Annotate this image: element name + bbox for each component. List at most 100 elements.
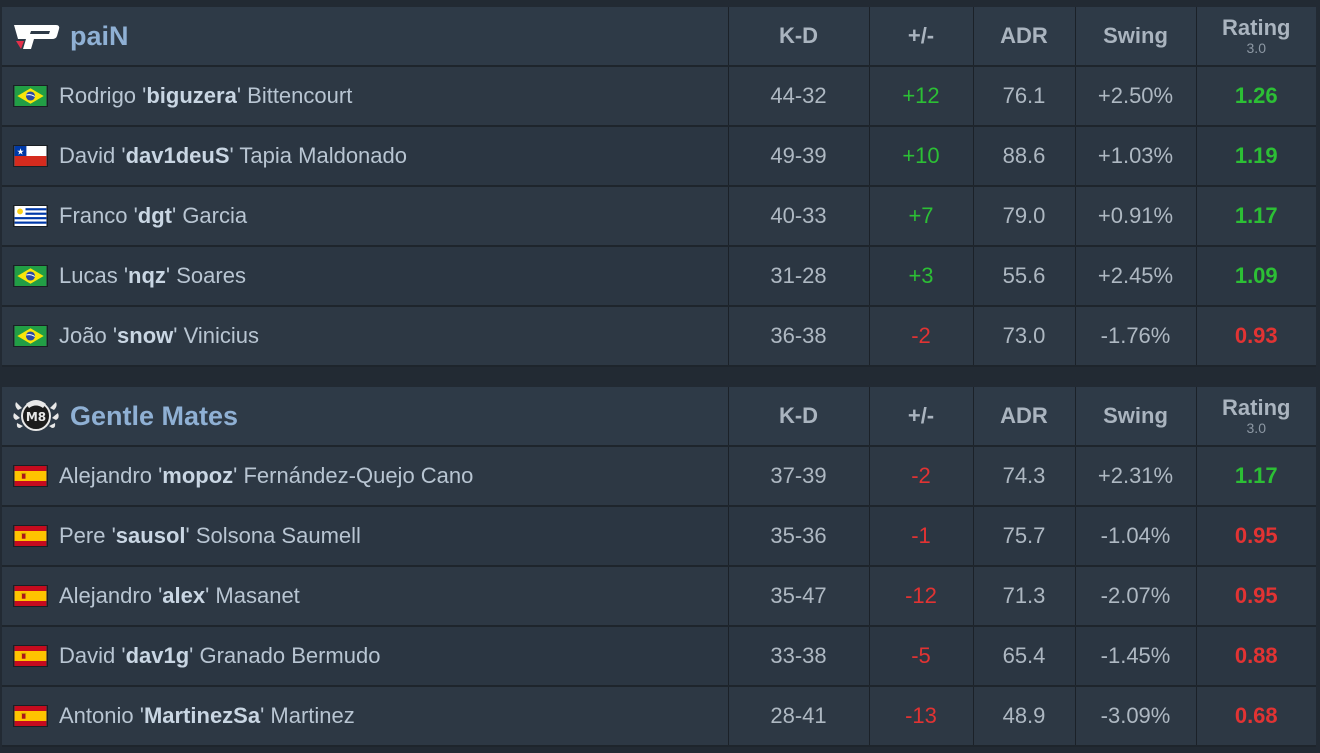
team-header: M8 Gentle Mates <box>2 387 729 447</box>
table-header-row: M8 Gentle Mates K-D +/- ADR Swing Rating… <box>2 387 1316 447</box>
player-name[interactable]: Pere 'sausol' Solsona Saumell <box>59 523 361 548</box>
player-plus-minus: -5 <box>869 626 974 687</box>
player-kd: 40-33 <box>728 186 870 247</box>
player-kd: 49-39 <box>728 126 870 187</box>
player-adr: 71.3 <box>973 566 1076 627</box>
player-swing: +0.91% <box>1075 186 1197 247</box>
svg-text:M8: M8 <box>26 410 46 424</box>
player-adr: 55.6 <box>973 246 1076 307</box>
gentle-mates-logo-icon[interactable]: M8 <box>12 396 64 436</box>
rating-version: 3.0 <box>1246 420 1266 436</box>
player-swing: -1.76% <box>1075 306 1197 367</box>
rating-version: 3.0 <box>1246 40 1266 56</box>
player-plus-minus: -2 <box>869 306 974 367</box>
team-stats-table: paiN K-D +/- ADR Swing Rating 3.0 Rodrig… <box>2 7 1316 367</box>
player-rating: 1.19 <box>1196 126 1316 187</box>
col-plus-minus-header[interactable]: +/- <box>869 7 974 67</box>
player-rating: 0.68 <box>1196 686 1316 747</box>
player-cell: Alejandro 'alex' Masanet <box>2 566 729 627</box>
player-row: David 'dav1g' Granado Bermudo 33-38 -5 6… <box>2 626 1316 687</box>
spain-flag-icon <box>13 465 48 487</box>
col-swing-header[interactable]: Swing <box>1075 7 1197 67</box>
player-adr: 75.7 <box>973 506 1076 567</box>
col-rating-header[interactable]: Rating 3.0 <box>1196 7 1316 67</box>
col-adr-header[interactable]: ADR <box>973 387 1076 447</box>
player-rating: 0.93 <box>1196 306 1316 367</box>
chile-flag-icon <box>13 145 48 167</box>
team-stats-table: M8 Gentle Mates K-D +/- ADR Swing Rating… <box>2 387 1316 747</box>
player-plus-minus: -2 <box>869 446 974 507</box>
player-kd: 35-47 <box>728 566 870 627</box>
player-plus-minus: +12 <box>869 66 974 127</box>
player-rating: 1.17 <box>1196 446 1316 507</box>
player-cell: Alejandro 'mopoz' Fernández-Quejo Cano <box>2 446 729 507</box>
player-name[interactable]: Franco 'dgt' Garcia <box>59 203 248 228</box>
team-name[interactable]: Gentle Mates <box>70 400 239 431</box>
player-plus-minus: +7 <box>869 186 974 247</box>
player-name[interactable]: Lucas 'nqz' Soares <box>59 263 246 288</box>
player-name[interactable]: Antonio 'MartinezSa' Martinez <box>59 703 355 728</box>
player-swing: -3.09% <box>1075 686 1197 747</box>
player-cell: Franco 'dgt' Garcia <box>2 186 729 247</box>
player-adr: 88.6 <box>973 126 1076 187</box>
player-adr: 73.0 <box>973 306 1076 367</box>
player-rating: 0.88 <box>1196 626 1316 687</box>
player-row: Pere 'sausol' Solsona Saumell 35-36 -1 7… <box>2 506 1316 567</box>
brazil-flag-icon <box>13 325 48 347</box>
player-plus-minus: +10 <box>869 126 974 187</box>
player-name[interactable]: David 'dav1g' Granado Bermudo <box>59 643 381 668</box>
player-adr: 74.3 <box>973 446 1076 507</box>
player-rating: 1.26 <box>1196 66 1316 127</box>
player-adr: 48.9 <box>973 686 1076 747</box>
player-name[interactable]: David 'dav1deuS' Tapia Maldonado <box>59 143 407 168</box>
player-row: Antonio 'MartinezSa' Martinez 28-41 -13 … <box>2 686 1316 747</box>
player-kd: 35-36 <box>728 506 870 567</box>
pain-logo-icon[interactable] <box>12 16 64 56</box>
player-row: Rodrigo 'biguzera' Bittencourt 44-32 +12… <box>2 66 1316 127</box>
brazil-flag-icon <box>13 265 48 287</box>
player-kd: 44-32 <box>728 66 870 127</box>
player-row: Alejandro 'alex' Masanet 35-47 -12 71.3 … <box>2 566 1316 627</box>
player-row: Alejandro 'mopoz' Fernández-Quejo Cano 3… <box>2 446 1316 507</box>
player-swing: +2.50% <box>1075 66 1197 127</box>
player-swing: -1.04% <box>1075 506 1197 567</box>
player-row: Franco 'dgt' Garcia 40-33 +7 79.0 +0.91%… <box>2 186 1316 247</box>
team-name[interactable]: paiN <box>70 20 129 51</box>
rating-label: Rating <box>1222 15 1291 40</box>
player-kd: 31-28 <box>728 246 870 307</box>
player-cell: David 'dav1deuS' Tapia Maldonado <box>2 126 729 187</box>
col-adr-header[interactable]: ADR <box>973 7 1076 67</box>
player-name[interactable]: Alejandro 'alex' Masanet <box>59 583 300 608</box>
col-kd-header[interactable]: K-D <box>728 7 870 67</box>
player-cell: Antonio 'MartinezSa' Martinez <box>2 686 729 747</box>
player-rating: 1.09 <box>1196 246 1316 307</box>
player-row: David 'dav1deuS' Tapia Maldonado 49-39 +… <box>2 126 1316 187</box>
player-kd: 37-39 <box>728 446 870 507</box>
player-name[interactable]: Rodrigo 'biguzera' Bittencourt <box>59 83 353 108</box>
player-cell: David 'dav1g' Granado Bermudo <box>2 626 729 687</box>
table-header-row: paiN K-D +/- ADR Swing Rating 3.0 <box>2 7 1316 67</box>
player-kd: 33-38 <box>728 626 870 687</box>
spain-flag-icon <box>13 705 48 727</box>
player-name[interactable]: Alejandro 'mopoz' Fernández-Quejo Cano <box>59 463 474 488</box>
player-swing: +2.31% <box>1075 446 1197 507</box>
player-rating: 0.95 <box>1196 566 1316 627</box>
spain-flag-icon <box>13 645 48 667</box>
player-plus-minus: +3 <box>869 246 974 307</box>
player-adr: 79.0 <box>973 186 1076 247</box>
col-rating-header[interactable]: Rating 3.0 <box>1196 387 1316 447</box>
col-plus-minus-header[interactable]: +/- <box>869 387 974 447</box>
player-plus-minus: -13 <box>869 686 974 747</box>
col-swing-header[interactable]: Swing <box>1075 387 1197 447</box>
col-kd-header[interactable]: K-D <box>728 387 870 447</box>
uruguay-flag-icon <box>13 205 48 227</box>
rating-label: Rating <box>1222 395 1291 420</box>
player-cell: Pere 'sausol' Solsona Saumell <box>2 506 729 567</box>
player-swing: -2.07% <box>1075 566 1197 627</box>
player-name[interactable]: João 'snow' Vinicius <box>59 323 259 348</box>
spain-flag-icon <box>13 525 48 547</box>
player-swing: -1.45% <box>1075 626 1197 687</box>
player-cell: Rodrigo 'biguzera' Bittencourt <box>2 66 729 127</box>
player-plus-minus: -12 <box>869 566 974 627</box>
player-row: Lucas 'nqz' Soares 31-28 +3 55.6 +2.45% … <box>2 246 1316 307</box>
